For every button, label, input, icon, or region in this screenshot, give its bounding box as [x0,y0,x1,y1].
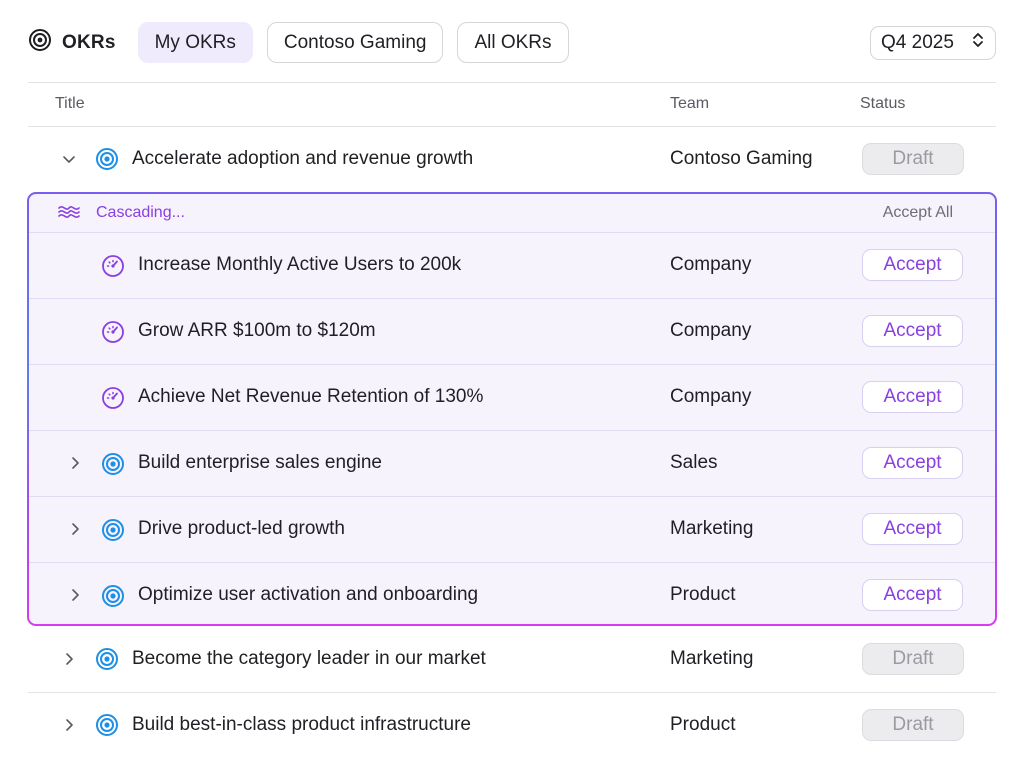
target-icon [101,518,125,542]
brand: OKRs [28,28,116,57]
accept-button[interactable]: Accept [862,513,963,545]
status-badge: Draft [862,643,964,675]
header: OKRs My OKRs Contoso Gaming All OKRs Q4 … [28,22,996,63]
chevron-right-icon[interactable] [60,650,78,668]
chevron-right-icon[interactable] [66,586,84,604]
target-icon [101,452,125,476]
chevron-down-icon[interactable] [60,150,78,168]
cascading-header: Cascading... Accept All [29,194,995,232]
tab-contoso-gaming[interactable]: Contoso Gaming [266,22,444,63]
accept-all-button[interactable]: Accept All [882,204,953,221]
cascade-row[interactable]: Grow ARR $100m to $120m Company Accept [29,298,995,364]
okr-title[interactable]: Accelerate adoption and revenue growth [132,148,474,169]
gauge-icon [101,386,125,410]
okr-team: Product [670,714,736,735]
okr-title[interactable]: Optimize user activation and onboarding [138,584,479,605]
cascade-row[interactable]: Optimize user activation and onboarding … [29,562,995,624]
quarter-value: Q4 2025 [881,31,954,53]
cascade-row[interactable]: Increase Monthly Active Users to 200k Co… [29,232,995,298]
target-icon [95,713,119,737]
divider [28,692,996,693]
quarter-select[interactable]: Q4 2025 [870,25,996,60]
okr-team: Sales [670,452,718,473]
cascade-row[interactable]: Drive product-led growth Marketing Accep… [29,496,995,562]
okr-team: Marketing [670,648,754,669]
status-badge: Draft [862,143,964,175]
okr-row-parent[interactable]: Accelerate adoption and revenue growth C… [28,126,996,192]
okr-team: Product [670,584,736,605]
okr-title[interactable]: Become the category leader in our market [132,648,486,669]
divider [28,126,996,127]
okr-row[interactable]: Become the category leader in our market… [28,626,996,692]
status-badge: Draft [862,709,964,741]
okr-title[interactable]: Achieve Net Revenue Retention of 130% [138,386,484,407]
okr-team: Company [670,386,752,407]
okr-team: Contoso Gaming [670,148,813,169]
okr-row[interactable]: Build best-in-class product infrastructu… [28,692,996,758]
okr-team: Company [670,254,752,275]
gauge-icon [101,254,125,278]
column-header-status: Status [860,95,906,112]
target-icon [101,584,125,608]
brand-label: OKRs [62,31,116,53]
ai-sparkle-icon [57,202,81,227]
cascade-row[interactable]: Achieve Net Revenue Retention of 130% Co… [29,364,995,430]
gauge-icon [101,320,125,344]
divider [28,82,996,83]
accept-button[interactable]: Accept [862,579,963,611]
cascading-panel: Cascading... Accept All Increase Monthly… [27,192,997,626]
chevron-right-icon[interactable] [60,716,78,734]
accept-button[interactable]: Accept [862,381,963,413]
cascading-label: Cascading... [96,204,185,221]
okr-team: Company [670,320,752,341]
accept-button[interactable]: Accept [862,249,963,281]
target-icon [95,147,119,171]
okr-team: Marketing [670,518,754,539]
accept-button[interactable]: Accept [862,447,963,479]
tab-all-okrs[interactable]: All OKRs [457,22,569,63]
tab-my-okrs[interactable]: My OKRs [137,22,253,63]
chevron-up-down-icon [971,31,985,55]
okr-title[interactable]: Build enterprise sales engine [138,452,382,473]
chevron-right-icon[interactable] [66,520,84,538]
chevron-right-icon[interactable] [66,454,84,472]
okr-target-icon [28,28,52,57]
cascade-row[interactable]: Build enterprise sales engine Sales Acce… [29,430,995,496]
okr-title[interactable]: Grow ARR $100m to $120m [138,320,376,341]
column-header-title: Title [55,95,85,112]
okr-title[interactable]: Build best-in-class product infrastructu… [132,714,471,735]
accept-button[interactable]: Accept [862,315,963,347]
column-header-team: Team [670,95,710,112]
target-icon [95,647,119,671]
okr-title[interactable]: Increase Monthly Active Users to 200k [138,254,462,275]
okr-title[interactable]: Drive product-led growth [138,518,345,539]
